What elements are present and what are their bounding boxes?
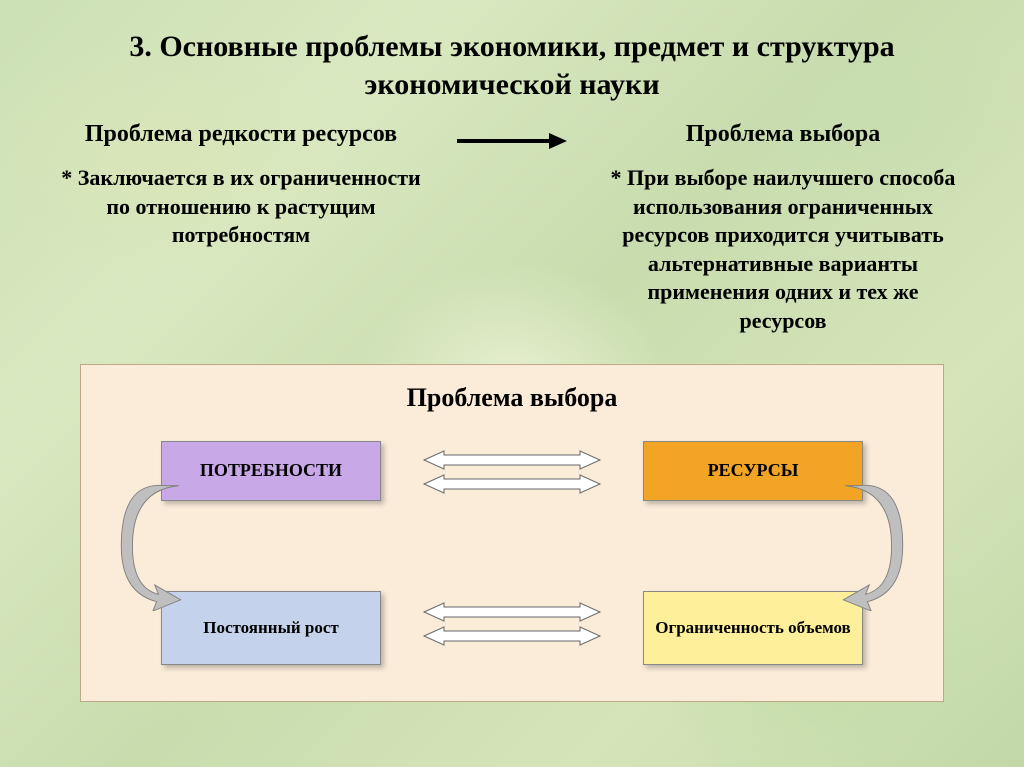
left-heading: Проблема редкости ресурсов <box>50 121 432 148</box>
box-growth: Постоянный рост <box>161 591 381 665</box>
right-column: Проблема выбора * При выборе наилучшего … <box>592 121 974 336</box>
double-arrow-top <box>422 449 602 495</box>
box-limited: Ограниченность объемов <box>643 591 863 665</box>
arrow-left-outline-icon <box>422 473 602 495</box>
left-body: * Заключается в их ограниченности по отн… <box>50 164 432 250</box>
right-heading: Проблема выбора <box>592 121 974 148</box>
box-growth-label: Постоянный рост <box>203 618 339 638</box>
arrow-right-outline-icon <box>422 449 602 471</box>
two-column-section: Проблема редкости ресурсов * Заключается… <box>50 121 974 336</box>
left-column: Проблема редкости ресурсов * Заключается… <box>50 121 432 250</box>
panel-title: Проблема выбора <box>121 383 903 413</box>
diagram-panel: Проблема выбора ПОТРЕБНОСТИ РЕСУРСЫ Пост… <box>80 364 944 702</box>
slide-title: 3. Основные проблемы экономики, предмет … <box>50 28 974 103</box>
curved-arrow-right-icon <box>833 481 913 611</box>
box-limited-label: Ограниченность объемов <box>655 618 851 638</box>
curved-arrow-left-icon <box>111 481 191 611</box>
box-resources: РЕСУРСЫ <box>643 441 863 501</box>
slide-content: 3. Основные проблемы экономики, предмет … <box>0 0 1024 702</box>
flowchart: ПОТРЕБНОСТИ РЕСУРСЫ Постоянный рост Огра… <box>121 441 903 671</box>
box-needs-label: ПОТРЕБНОСТИ <box>200 460 342 481</box>
box-needs: ПОТРЕБНОСТИ <box>161 441 381 501</box>
arrow-right-icon <box>457 131 567 151</box>
heading-arrow <box>452 121 572 151</box>
arrow-left-outline-icon <box>422 625 602 647</box>
double-arrow-bottom <box>422 601 602 647</box>
box-resources-label: РЕСУРСЫ <box>708 460 799 481</box>
right-body: * При выборе наилучшего способа использо… <box>592 164 974 336</box>
arrow-right-outline-icon <box>422 601 602 623</box>
